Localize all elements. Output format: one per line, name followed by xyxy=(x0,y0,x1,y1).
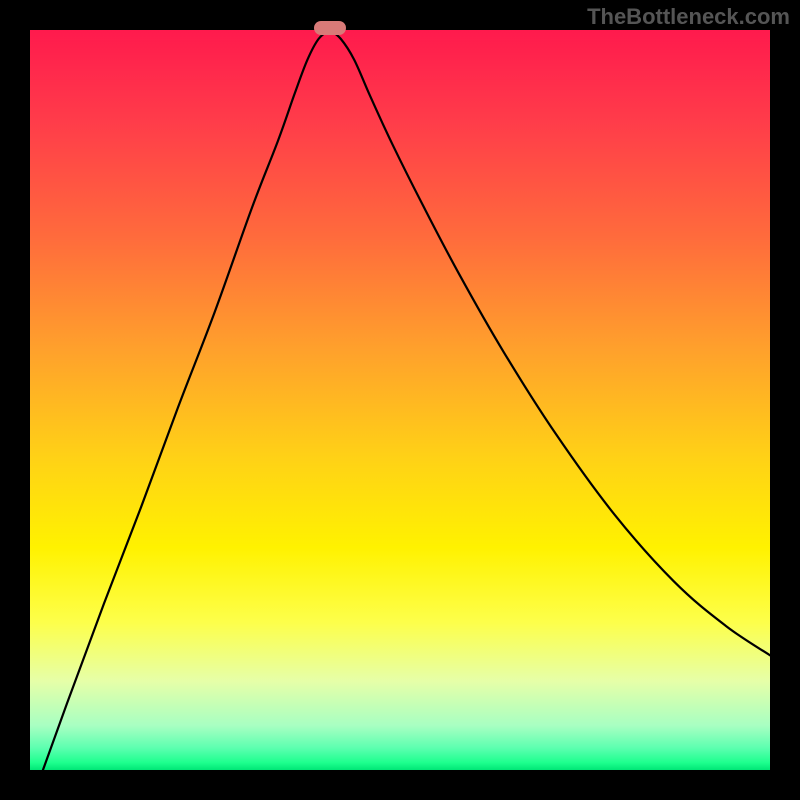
bottleneck-curve xyxy=(30,30,770,770)
watermark-text: TheBottleneck.com xyxy=(587,4,790,30)
bottleneck-chart xyxy=(30,30,770,770)
minimum-marker xyxy=(314,21,346,35)
